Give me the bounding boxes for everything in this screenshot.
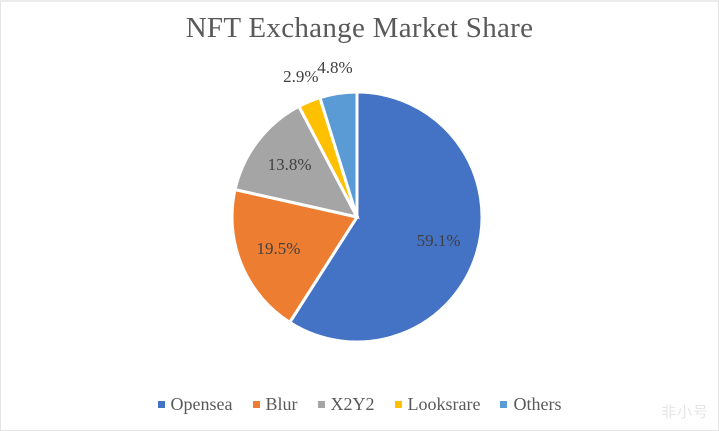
pie-slice-opensea — [287, 90, 484, 344]
legend: Opensea Blur X2Y2 Looksrare Others — [0, 394, 719, 415]
legend-swatch — [252, 401, 260, 408]
legend-item-opensea: Opensea — [157, 394, 233, 415]
data-label-blur: 19.5% — [256, 239, 301, 259]
legend-swatch — [157, 401, 165, 408]
legend-item-looksrare: Looksrare — [394, 394, 480, 415]
data-label-x2y2: 13.8% — [267, 155, 312, 175]
legend-item-x2y2: X2Y2 — [317, 394, 375, 415]
legend-item-blur: Blur — [252, 394, 298, 415]
watermark: 非小号 — [660, 403, 709, 421]
chart-title: NFT Exchange Market Share — [185, 12, 534, 44]
legend-swatch — [500, 401, 508, 408]
legend-item-others: Others — [500, 394, 561, 415]
data-label-opensea: 59.1% — [416, 230, 461, 250]
legend-swatch — [394, 401, 402, 408]
data-label-others: 4.8% — [317, 57, 353, 77]
pie-slice-blur — [230, 187, 360, 325]
data-label-looksrare: 2.9% — [283, 67, 319, 87]
pie-slice-x2y2 — [233, 104, 360, 220]
pie-slice-others — [318, 90, 359, 218]
legend-swatch — [317, 401, 325, 408]
